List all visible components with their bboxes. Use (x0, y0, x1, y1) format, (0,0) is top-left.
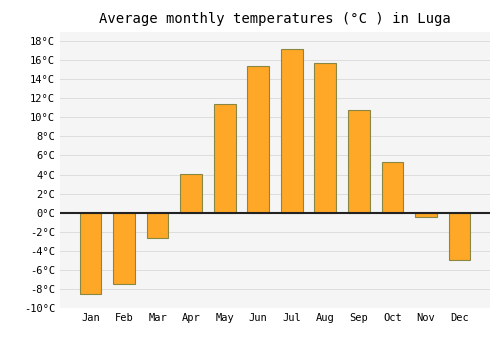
Bar (348, 110, 370, 213)
Bar (415, 213, 437, 217)
Bar (248, 66, 269, 213)
Bar (146, 213, 169, 238)
Bar (314, 63, 336, 213)
Bar (448, 213, 470, 260)
Bar (214, 104, 236, 213)
Bar (180, 174, 202, 213)
Title: Average monthly temperatures (°C ) in Luga: Average monthly temperatures (°C ) in Lu… (99, 12, 451, 26)
Bar (382, 162, 404, 213)
Bar (281, 49, 302, 213)
Bar (80, 213, 102, 294)
Bar (113, 213, 135, 284)
